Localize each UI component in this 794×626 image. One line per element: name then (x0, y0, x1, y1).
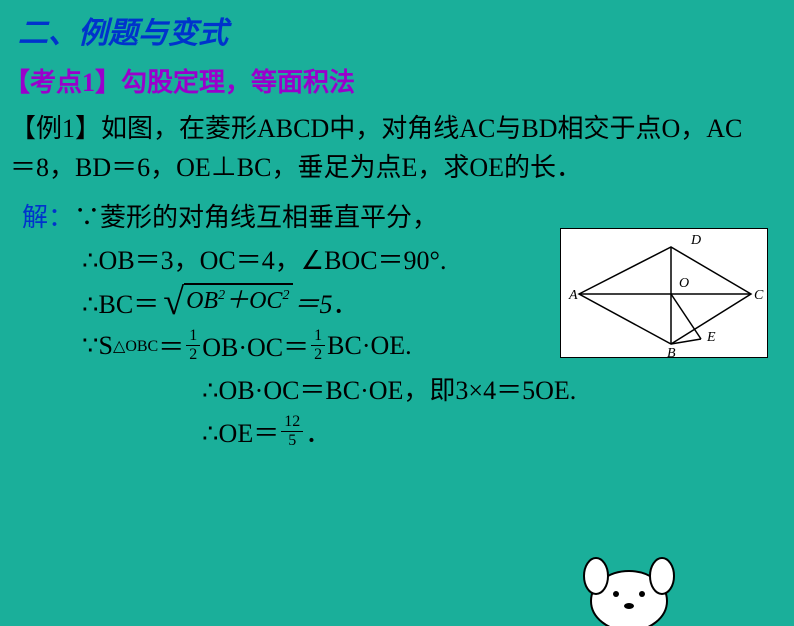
line6-prefix: ∴OE＝ (202, 413, 279, 450)
segment-oe (671, 294, 701, 339)
label-d: D (690, 233, 701, 248)
sqrt-body: OB2＋OC2 (184, 283, 293, 316)
label-c: C (754, 288, 764, 303)
line1-text: ∵菱形的对角线互相垂直平分， (74, 197, 438, 234)
solution-line-5: ∴OB·OC＝BC·OE，即3×4＝5OE. (22, 370, 794, 407)
problem-statement: 【例1】如图，在菱形ABCD中，对角线AC与BD相交于点O，AC＝8，BD＝6，… (0, 107, 794, 187)
frac-den: 5 (288, 432, 296, 449)
triangle-subscript: △OBC (113, 336, 158, 356)
line6-period: ． (305, 413, 331, 450)
line3-period: ． (332, 284, 358, 321)
fraction-answer: 12 5 (281, 414, 303, 449)
section-title: 二、例题与变式 (0, 0, 794, 58)
rhombus-diagram-svg: A B C D O E (561, 229, 767, 357)
line2-text: ∴OB＝3，OC＝4，∠BOC＝90°. (82, 240, 446, 277)
line4-end: BC·OE. (327, 331, 412, 361)
label-e: E (706, 330, 716, 345)
dog-decoration-icon (574, 546, 684, 626)
label-a: A (568, 288, 578, 303)
sqrt-expression: √ OB2＋OC2 (163, 283, 293, 321)
fraction-half-2: 1 2 (311, 328, 325, 363)
solution-label: 解： (22, 197, 74, 234)
label-b: B (667, 346, 676, 357)
line4-eq1: ＝ (158, 327, 184, 364)
rhombus-figure: A B C D O E (560, 228, 768, 358)
label-o: O (679, 276, 689, 291)
line4-prefix: ∵S (82, 331, 113, 361)
line3-equals: ＝5 (293, 284, 332, 321)
topic-heading: 【考点1】勾股定理，等面积法 (0, 58, 794, 107)
frac-num: 12 (281, 414, 303, 432)
line3-prefix: ∴BC＝ (82, 284, 159, 321)
frac-num: 1 (311, 328, 325, 346)
line4-mid: OB·OC＝ (202, 327, 309, 364)
frac-den: 2 (189, 346, 197, 363)
fraction-half-1: 1 2 (186, 328, 200, 363)
frac-den: 2 (314, 346, 322, 363)
line5-text: ∴OB·OC＝BC·OE，即3×4＝5OE. (202, 370, 576, 407)
frac-num: 1 (186, 328, 200, 346)
rhombus-outline (579, 247, 751, 344)
sqrt-sign: √ (163, 283, 184, 321)
solution-line-6: ∴OE＝ 12 5 ． (22, 413, 794, 450)
